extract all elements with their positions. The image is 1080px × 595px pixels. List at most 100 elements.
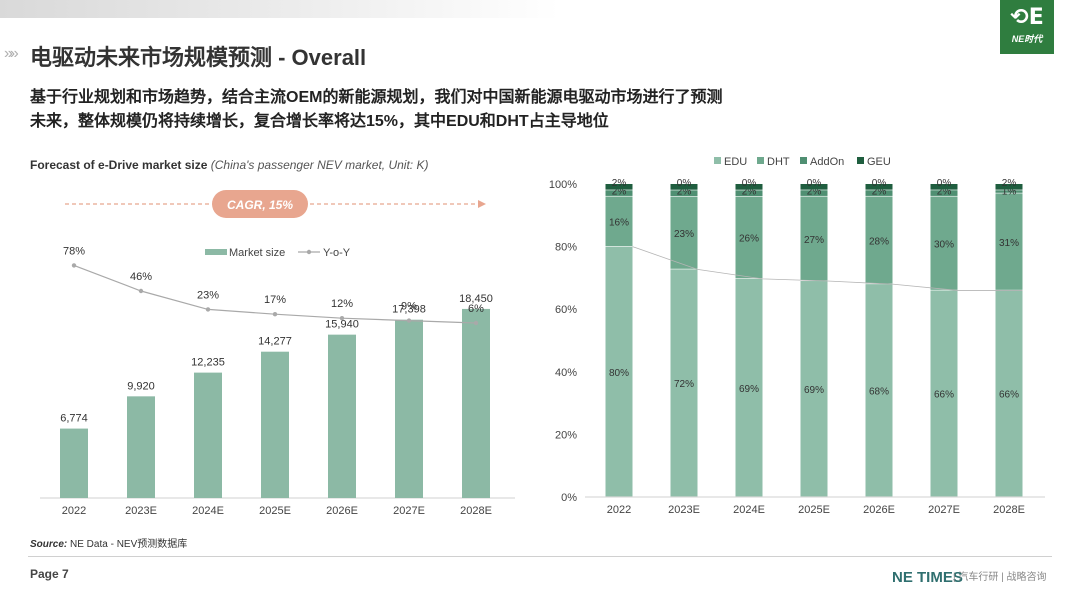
- x-tick-label: 2027E: [928, 504, 960, 516]
- segment-label-geu: 2%: [612, 178, 627, 189]
- bar-segment-dht: [800, 196, 828, 281]
- segment-label-geu: 0%: [677, 178, 692, 189]
- yoy-value-label: 23%: [197, 289, 219, 301]
- bar-market-size: [60, 428, 88, 498]
- bar-value-label: 17,398: [392, 304, 426, 316]
- bar-value-label: 14,277: [258, 336, 292, 348]
- x-tick-label: 2023E: [668, 504, 700, 516]
- bar-value-label: 15,940: [325, 319, 359, 331]
- logo-text: NE时代: [1011, 34, 1043, 44]
- segment-label-edu: 66%: [999, 390, 1019, 401]
- bar-segment-addon: [930, 190, 958, 196]
- page-number: Page 7: [30, 567, 69, 581]
- segment-label-geu: 0%: [742, 178, 757, 189]
- bar-segment-addon: [735, 190, 763, 197]
- bar-segment-dht: [735, 196, 763, 279]
- subtitle-line-1: 基于行业规划和市场趋势，结合主流OEM的新能源规划，我们对中国新能源电驱动市场进…: [30, 89, 723, 106]
- yoy-value-label: 46%: [130, 271, 152, 283]
- bar-market-size: [127, 396, 155, 498]
- x-tick-label: 2024E: [192, 505, 224, 517]
- bar-segment-geu: [670, 184, 698, 190]
- yoy-point: [205, 307, 211, 312]
- bar-market-size: [328, 334, 356, 498]
- yoy-value-label: 9%: [401, 301, 417, 313]
- yoy-point: [138, 288, 144, 294]
- legend-swatch-edu: [714, 157, 721, 164]
- legend-swatch-dht: [757, 157, 764, 164]
- segment-label-dht: 27%: [804, 235, 824, 246]
- segment-label-dht: 23%: [674, 229, 694, 240]
- bar-market-size: [462, 308, 490, 498]
- y-tick-label: 20%: [555, 429, 577, 441]
- edrive-share-chart: EDU DHT AddOn GEU 0% 20% 40% 60% 80% 100% 80% 16% 2%…: [549, 156, 1045, 516]
- bar-segment-geu: [605, 184, 633, 190]
- market-size-chart: CAGR, 15% Market size Y-o-Y 6,774 2022 9,920 2…: [40, 190, 515, 517]
- legend-label-dht: DHT: [767, 156, 790, 168]
- edu-connector-line: [632, 246, 1023, 291]
- segment-label-edu: 69%: [739, 384, 759, 395]
- x-tick-label: 2022: [62, 505, 86, 517]
- left-chart-title: Forecast of e-Drive market size (China's…: [30, 158, 428, 172]
- bar-segment-geu: [865, 184, 893, 190]
- bar-segment-edu: [865, 284, 893, 497]
- segment-label-addon: 2%: [872, 186, 887, 197]
- bar-market-size: [194, 372, 222, 498]
- cagr-arrow-head: [478, 200, 486, 208]
- yoy-point: [272, 312, 278, 317]
- segment-label-geu: 0%: [872, 178, 887, 189]
- legend-label-yoy: Y-o-Y: [323, 247, 351, 259]
- segment-label-addon: 2%: [937, 186, 952, 197]
- bar-segment-addon: [865, 190, 893, 196]
- bar-value-label: 9,920: [127, 380, 155, 392]
- legend-label-market-size: Market size: [229, 247, 285, 259]
- segment-label-addon: 2%: [612, 186, 627, 197]
- cagr-label: CAGR, 15%: [227, 198, 293, 212]
- top-decor-bar: [0, 0, 560, 18]
- bar-market-size: [261, 351, 289, 498]
- left-chart-title-note: (China's passenger NEV market, Unit: K): [210, 158, 429, 172]
- bar-segment-dht: [930, 196, 958, 290]
- bar-value-label: 6,774: [60, 413, 88, 425]
- page-title: 电驱动未来市场规模预测 - Overall: [30, 45, 367, 70]
- source-text: NE Data - NEV预测数据库: [70, 539, 188, 550]
- cagr-pill: [212, 190, 308, 218]
- legend-swatch-geu: [857, 157, 864, 164]
- y-tick-label: 60%: [555, 304, 577, 316]
- yoy-value-label: 12%: [331, 298, 353, 310]
- source-label: Source:: [30, 539, 68, 550]
- segment-label-dht: 26%: [739, 234, 759, 245]
- source-note: Source: NE Data - NEV预测数据库: [30, 535, 187, 550]
- y-tick-label: 80%: [555, 242, 577, 254]
- segment-label-dht: 30%: [934, 239, 954, 250]
- legend-swatch-addon: [800, 157, 807, 164]
- bar-segment-edu: [800, 281, 828, 497]
- x-tick-label: 2023E: [125, 505, 157, 517]
- bar-segment-edu: [930, 290, 958, 497]
- yoy-point: [473, 320, 479, 326]
- segment-label-dht: 28%: [869, 236, 889, 247]
- x-tick-label: 2022: [607, 504, 631, 516]
- segment-label-edu: 69%: [804, 385, 824, 396]
- segment-label-edu: 68%: [869, 387, 889, 398]
- bar-segment-dht: [670, 196, 698, 269]
- bar-segment-edu: [735, 278, 763, 497]
- bar-market-size: [395, 319, 423, 498]
- x-tick-label: 2027E: [393, 505, 425, 517]
- yoy-value-label: 78%: [63, 245, 85, 257]
- bar-segment-edu: [605, 246, 633, 497]
- segment-label-edu: 72%: [674, 379, 694, 390]
- bar-segment-dht: [995, 193, 1023, 290]
- left-chart-title-main: Forecast of e-Drive market size: [30, 158, 208, 172]
- ne-times-logo: ⟲E NE时代: [1000, 0, 1054, 54]
- y-tick-label: 100%: [549, 179, 577, 191]
- bar-segment-geu: [800, 184, 828, 190]
- y-tick-label: 40%: [555, 367, 577, 379]
- page-subtitle: 基于行业规划和市场趋势，结合主流OEM的新能源规划，我们对中国新能源电驱动市场进…: [30, 86, 722, 134]
- yoy-value-label: 6%: [468, 303, 484, 315]
- x-tick-label: 2025E: [798, 504, 830, 516]
- legend-marker-yoy: [306, 249, 312, 255]
- bar-segment-dht: [865, 196, 893, 284]
- subtitle-line-2: 未来，整体规模仍将持续增长，复合增长率将达15%，其中EDU和DHT占主导地位: [30, 113, 609, 130]
- yoy-point: [406, 318, 412, 323]
- bar-segment-geu: [930, 184, 958, 190]
